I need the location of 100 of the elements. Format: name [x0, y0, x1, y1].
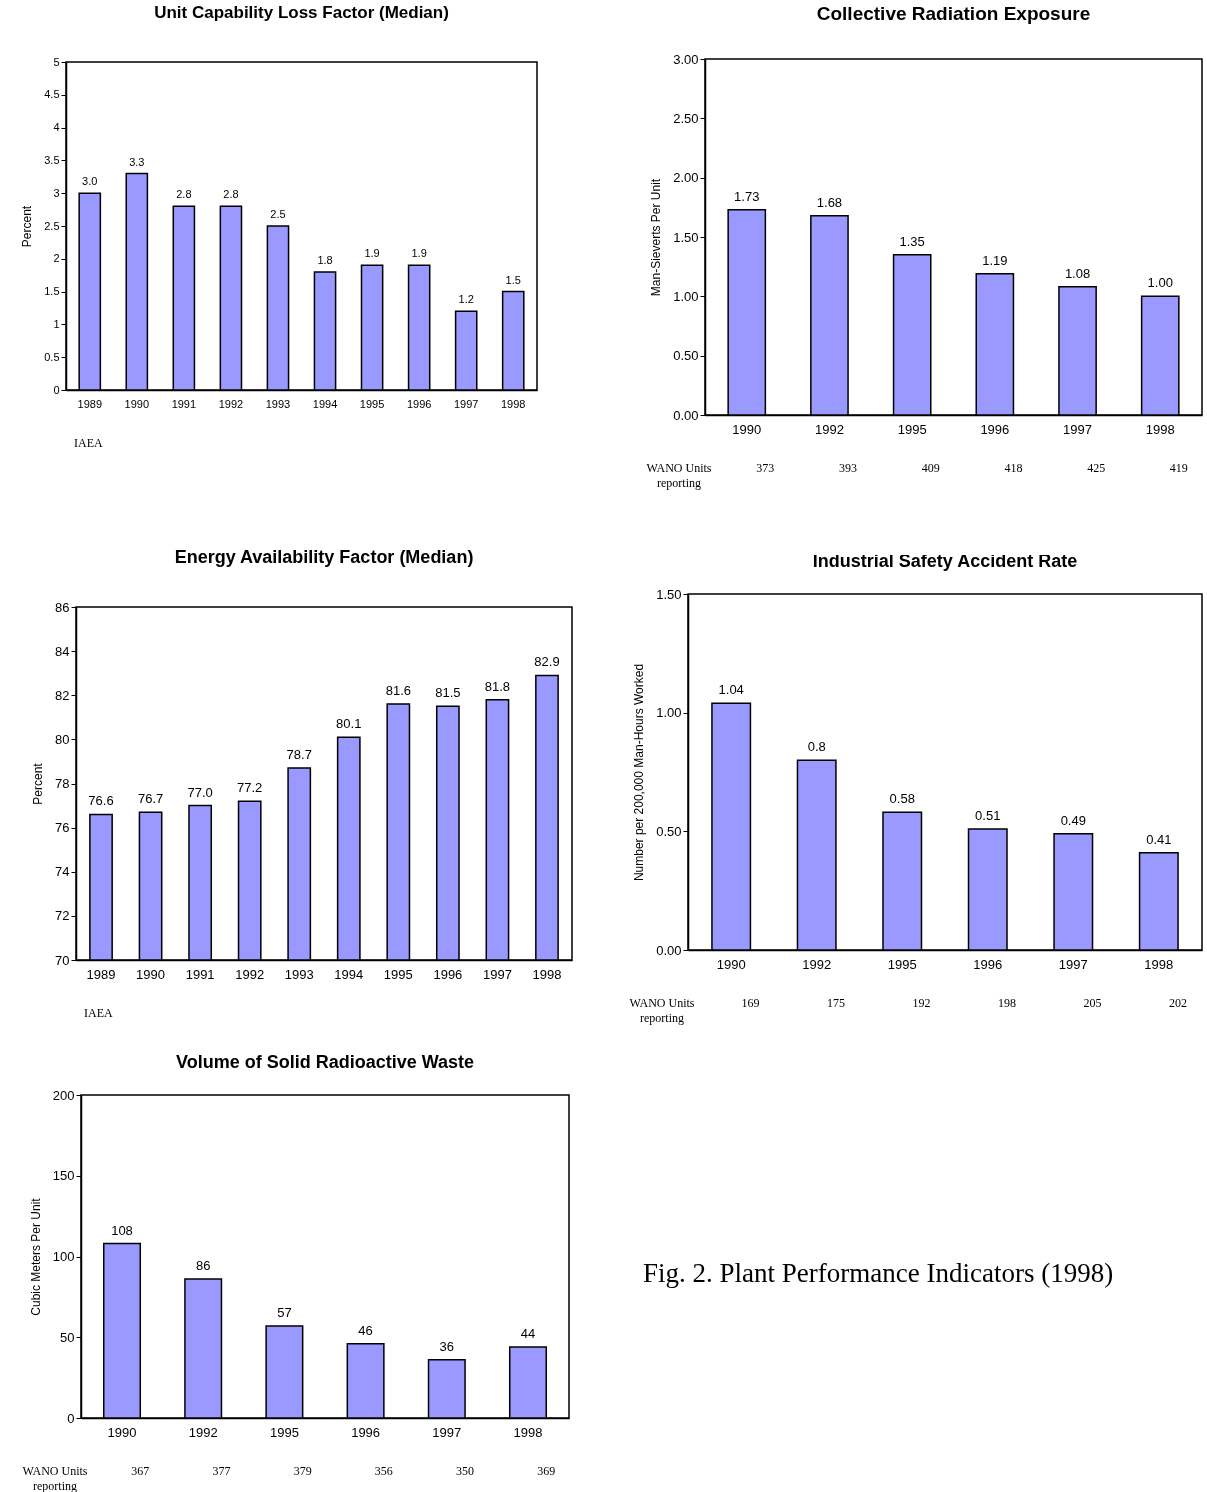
y-tick-label: 3.5: [44, 153, 60, 166]
text: 367: [131, 1464, 150, 1478]
data-label: 0.8: [807, 739, 826, 755]
data-label: 1.00: [1147, 275, 1173, 291]
text: 169: [741, 996, 760, 1010]
data-label: 82.9: [534, 654, 560, 670]
data-label: 1.68: [816, 194, 843, 210]
text: 377: [212, 1464, 231, 1478]
x-tick-label: 1993: [265, 397, 291, 410]
y-tick-label: 82: [55, 687, 70, 703]
x-tick-label: 1993: [284, 966, 314, 982]
x-tick-label: 1995: [359, 397, 385, 410]
text: 393: [839, 461, 858, 475]
x-tick-label: 1989: [77, 397, 102, 410]
chart-title: Energy Availability Factor (Median): [174, 547, 474, 567]
x-tick-label: 1997: [432, 1424, 462, 1440]
y-tick-label: 74: [55, 864, 70, 880]
y-tick-label: 2.5: [44, 219, 60, 232]
y-tick-label: 0.5: [44, 350, 60, 363]
data-label: 2.8: [176, 188, 192, 201]
data-label: 1.8: [317, 253, 333, 266]
y-tick-label: 80: [55, 731, 70, 747]
y-tick-label: 4.5: [44, 88, 60, 101]
x-tick-label: 1998: [1144, 956, 1174, 972]
y-tick-label: 5: [53, 55, 60, 68]
y-tick-label: 200: [52, 1087, 75, 1103]
data-label: 1.9: [364, 247, 380, 260]
text: 379: [293, 1464, 312, 1478]
data-label: 1.9: [411, 247, 427, 260]
y-tick-label: 70: [55, 952, 70, 968]
data-label: 3.0: [82, 175, 98, 188]
y-tick-label: 0.50: [673, 348, 699, 364]
y-axis-title: Number per 200,000 Man-Hours Worked: [632, 663, 647, 882]
y-tick-label: 3.00: [673, 51, 699, 67]
x-tick-label: 1998: [501, 397, 526, 410]
text: IAEA: [84, 1006, 113, 1020]
text: WANO Units reporting: [646, 461, 712, 490]
data-label: 1.2: [458, 293, 474, 306]
y-tick-label: 0.50: [656, 823, 682, 839]
data-label: 78.7: [286, 747, 312, 763]
data-label: 81.5: [435, 685, 461, 701]
text: 409: [921, 461, 940, 475]
x-tick-label: 1997: [1063, 421, 1092, 437]
text: WANO Units reporting: [629, 996, 695, 1025]
x-tick-label: 1995: [269, 1424, 299, 1440]
y-tick-label: 3: [53, 186, 60, 199]
x-tick-label: 1992: [815, 421, 844, 437]
text: 350: [456, 1464, 475, 1478]
text: 175: [826, 996, 845, 1010]
data-label: 2.5: [270, 208, 286, 220]
x-tick-label: 1992: [802, 956, 832, 972]
y-tick-label: 86: [55, 599, 70, 615]
y-tick-label: 150: [52, 1168, 75, 1184]
x-tick-label: 1996: [433, 966, 463, 982]
data-label: 77.0: [187, 784, 213, 800]
data-label: 0.58: [889, 791, 915, 807]
data-label: 1.08: [1064, 265, 1091, 281]
data-label: 36: [439, 1338, 455, 1354]
x-tick-label: 1998: [513, 1424, 543, 1440]
y-tick-label: 84: [55, 643, 70, 659]
y-tick-label: 50: [60, 1329, 75, 1345]
x-tick-label: 1992: [218, 397, 244, 410]
y-tick-label: 72: [55, 908, 70, 924]
y-tick-label: 78: [55, 776, 70, 791]
y-tick-label: 1.00: [673, 288, 699, 304]
data-label: 0.51: [975, 807, 1001, 823]
data-label: 0.41: [1146, 831, 1172, 847]
x-tick-label: 1997: [1058, 956, 1088, 972]
data-label: 1.35: [899, 233, 925, 249]
y-tick-label: 2.50: [673, 110, 699, 126]
y-tick-label: 0.00: [673, 407, 699, 423]
data-label: 1.04: [718, 682, 744, 698]
y-axis-title: Percent: [20, 205, 35, 248]
y-tick-label: 1.50: [673, 229, 699, 245]
text: 205: [1083, 996, 1102, 1010]
text: 425: [1087, 461, 1106, 475]
text: 198: [998, 996, 1017, 1010]
x-tick-label: 1995: [897, 421, 927, 437]
chart-title: Volume of Solid Radioactive Waste: [175, 1052, 475, 1072]
chart-title: Unit Capability Loss Factor (Median): [154, 3, 449, 22]
x-tick-label: 1997: [482, 966, 512, 982]
y-tick-label: 76: [55, 820, 70, 836]
y-axis-title: Percent: [31, 762, 46, 805]
data-label: 86: [195, 1258, 211, 1274]
text: 192: [912, 996, 931, 1010]
y-tick-label: 1.50: [656, 586, 682, 602]
y-tick-label: 2: [53, 252, 60, 265]
y-axis-title: Cubic Meters Per Unit: [28, 1197, 43, 1316]
text: IAEA: [74, 436, 103, 450]
chart-title: Collective Radiation Exposure: [816, 3, 1091, 24]
y-tick-label: 2.00: [673, 170, 699, 186]
y-tick-label: 100: [52, 1249, 75, 1264]
x-tick-label: 1995: [383, 966, 413, 982]
y-tick-label: 1.5: [44, 285, 60, 298]
text: 418: [1004, 461, 1023, 475]
text: 419: [1169, 461, 1188, 475]
x-tick-label: 1994: [312, 397, 338, 410]
text: 369: [537, 1464, 556, 1478]
y-tick-label: 4: [53, 121, 60, 134]
data-label: 81.6: [385, 683, 411, 699]
